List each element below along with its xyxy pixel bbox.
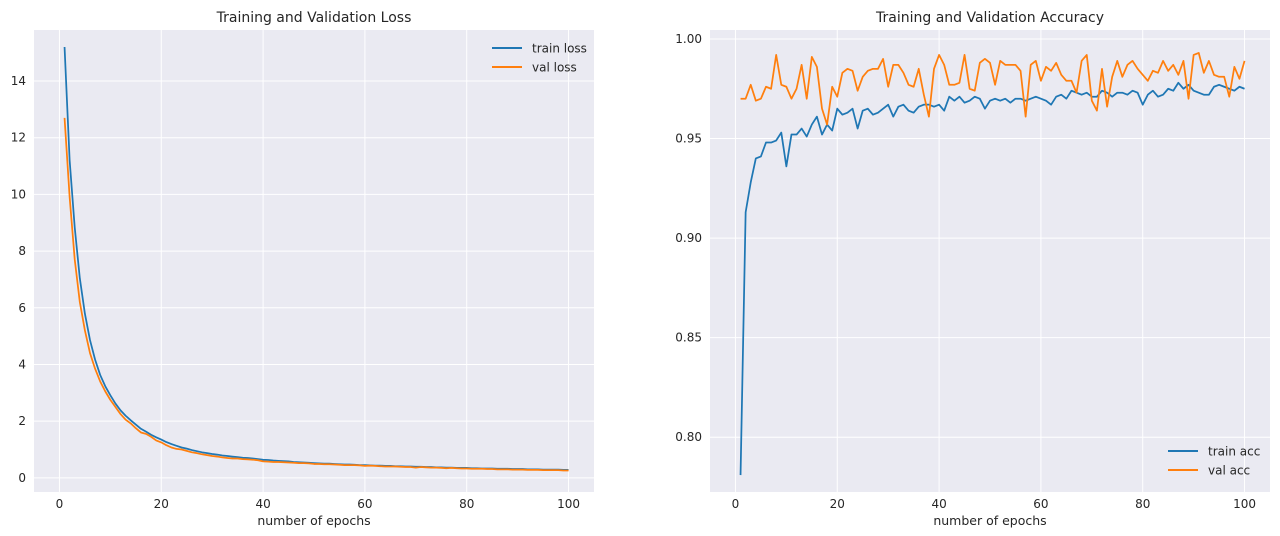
y-tick-label: 0.80: [675, 430, 702, 444]
x-tick-label: 0: [56, 497, 64, 511]
y-tick-label: 4: [18, 357, 26, 371]
x-tick-label: 80: [1135, 497, 1150, 511]
y-tick-label: 6: [18, 301, 26, 315]
y-tick-label: 10: [11, 187, 26, 201]
series-line-val-loss: [63, 117, 569, 472]
y-tick-label: 0.95: [675, 132, 702, 146]
y-tick-label: 8: [18, 244, 26, 258]
legend-label: train loss: [532, 42, 587, 56]
chart-title: Training and Validation Loss: [216, 10, 412, 26]
plot-area: [710, 30, 1270, 492]
legend-label: train acc: [1208, 445, 1260, 459]
y-tick-label: 0.90: [675, 231, 702, 245]
x-tick-label: 40: [255, 497, 270, 511]
x-tick-label: 100: [557, 497, 580, 511]
x-axis-label: number of epochs: [257, 513, 370, 528]
x-tick-label: 40: [931, 497, 946, 511]
x-tick-label: 0: [732, 497, 740, 511]
plot-area: [34, 30, 594, 492]
accuracy-chart-panel: 0 20 40 60 80 100 0.80 0.85 0.90 0.95 1.00 Training…: [675, 10, 1270, 528]
y-tick-label: 14: [11, 74, 26, 88]
chart-title: Training and Validation Accuracy: [875, 10, 1104, 26]
legend: train loss val loss: [492, 42, 587, 75]
x-tick-label: 20: [830, 497, 845, 511]
legend-label: val loss: [532, 61, 577, 75]
legend-label: val acc: [1208, 464, 1250, 478]
x-tick-label: 100: [1233, 497, 1256, 511]
y-tick-label: 2: [18, 414, 26, 428]
x-tick-label: 60: [1033, 497, 1048, 511]
y-tick-label: 0.85: [675, 331, 702, 345]
legend: train acc val acc: [1168, 445, 1260, 478]
y-tick-label: 12: [11, 131, 26, 145]
x-tick-label: 80: [459, 497, 474, 511]
series-line-val-acc: [740, 52, 1246, 126]
x-tick-label: 20: [154, 497, 169, 511]
y-tick-label: 1.00: [675, 32, 702, 46]
series-line-train-acc: [739, 81, 1245, 476]
x-tick-label: 60: [357, 497, 372, 511]
y-tick-label: 0: [18, 471, 26, 485]
x-axis-label: number of epochs: [933, 513, 1046, 528]
loss-chart-panel: 0 20 40 60 80 100 0 2 4 6 8 10 12 14 Training and Vali…: [11, 10, 594, 528]
